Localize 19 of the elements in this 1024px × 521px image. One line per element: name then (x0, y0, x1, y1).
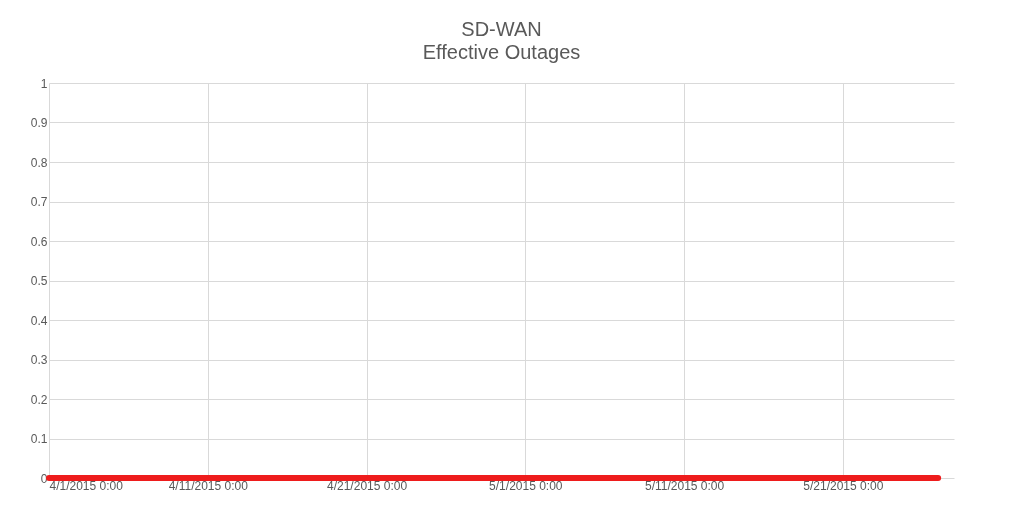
x-tick-label: 4/21/2015 0:00 (327, 478, 408, 493)
chart-subtitle: Effective Outages (422, 41, 581, 63)
x-tick-label: 5/1/2015 0:00 (489, 478, 563, 493)
chart-title: SD-WAN (461, 18, 542, 40)
y-tick-label: 0.3 (30, 353, 48, 367)
y-tick-label: 0.8 (30, 155, 48, 170)
y-tick-label: 0.2 (30, 392, 48, 407)
y-tick-label: 1 (40, 76, 48, 91)
y-tick-label: 0.6 (30, 234, 48, 249)
x-tick-label: 5/21/2015 0:00 (803, 478, 884, 493)
y-tick-label: 0.9 (30, 116, 48, 130)
y-tick-label: 0 (40, 471, 48, 486)
y-tick-label: 0.5 (30, 274, 48, 288)
x-tick-label: 4/1/2015 0:00 (49, 478, 124, 493)
y-tick-label: 0.4 (30, 313, 48, 328)
x-tick-label: 5/11/2015 0:00 (644, 478, 725, 493)
y-tick-label: 0.1 (30, 432, 48, 446)
x-tick-label: 4/11/2015 0:00 (168, 478, 249, 493)
y-tick-label: 0.7 (30, 195, 48, 209)
